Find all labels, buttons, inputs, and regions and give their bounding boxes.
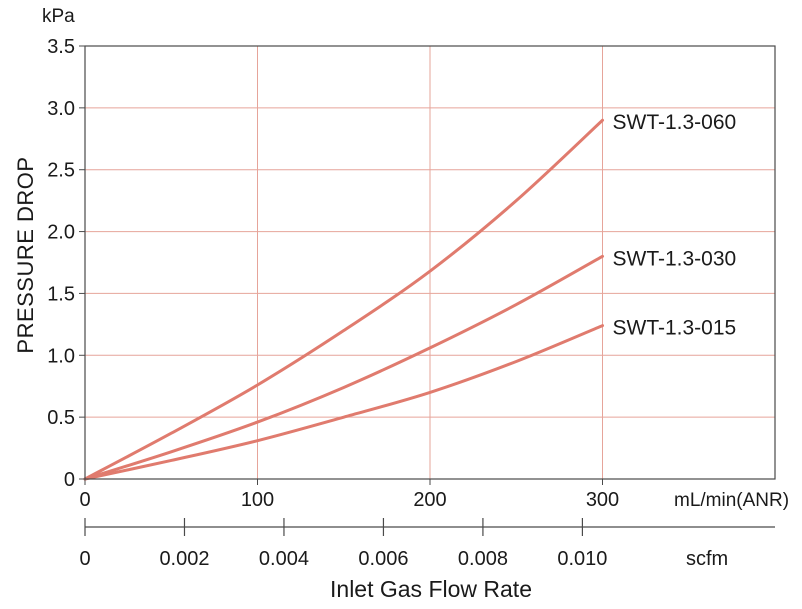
y-tick-label: 3.5 [47, 36, 75, 58]
x-tick-label: 200 [413, 489, 446, 511]
y-tick-label: 0 [64, 469, 75, 491]
x-axis-ticks: 0 100 200 300 [79, 479, 619, 511]
y-tick-label: 2.0 [47, 222, 75, 244]
series-lines: SWT-1.3-060 SWT-1.3-030 SWT-1.3-015 [83, 111, 737, 481]
y-unit-label: kPa [42, 6, 75, 27]
secondary-x-unit-label: scfm [686, 548, 728, 570]
x-tick-label: 0 [79, 489, 90, 511]
y-axis-title: PRESSURE DROP [13, 156, 38, 353]
series-line [83, 324, 604, 481]
x-axis-title: Inlet Gas Flow Rate [330, 576, 532, 602]
y-tick-label: 1.0 [47, 345, 75, 367]
x-tick-label: 100 [241, 489, 274, 511]
series-line [83, 118, 604, 481]
y-tick-label: 2.5 [47, 160, 75, 182]
secondary-tick-label: 0.004 [259, 548, 309, 570]
series-label: SWT-1.3-015 [613, 317, 737, 340]
series-line [83, 254, 604, 481]
secondary-tick-label: 0.006 [358, 548, 408, 570]
x-unit-label: mL/min(ANR) [674, 490, 789, 511]
secondary-tick-label: 0 [79, 548, 90, 570]
series-label: SWT-1.3-030 [613, 247, 737, 270]
y-tick-label: 3.0 [47, 98, 75, 120]
secondary-tick-label: 0.008 [458, 548, 508, 570]
grid-lines [85, 46, 775, 479]
x-tick-label: 300 [586, 489, 619, 511]
series-label: SWT-1.3-060 [613, 111, 737, 134]
secondary-x-axis: 0 0.002 0.004 0.006 0.008 0.010 [79, 518, 775, 570]
secondary-tick-label: 0.002 [159, 548, 209, 570]
y-tick-label: 1.5 [47, 283, 75, 305]
y-axis-ticks: 0 0.5 1.0 1.5 2.0 2.5 3.0 3.5 [47, 36, 85, 491]
secondary-tick-label: 0.010 [557, 548, 607, 570]
y-tick-label: 0.5 [47, 407, 75, 429]
